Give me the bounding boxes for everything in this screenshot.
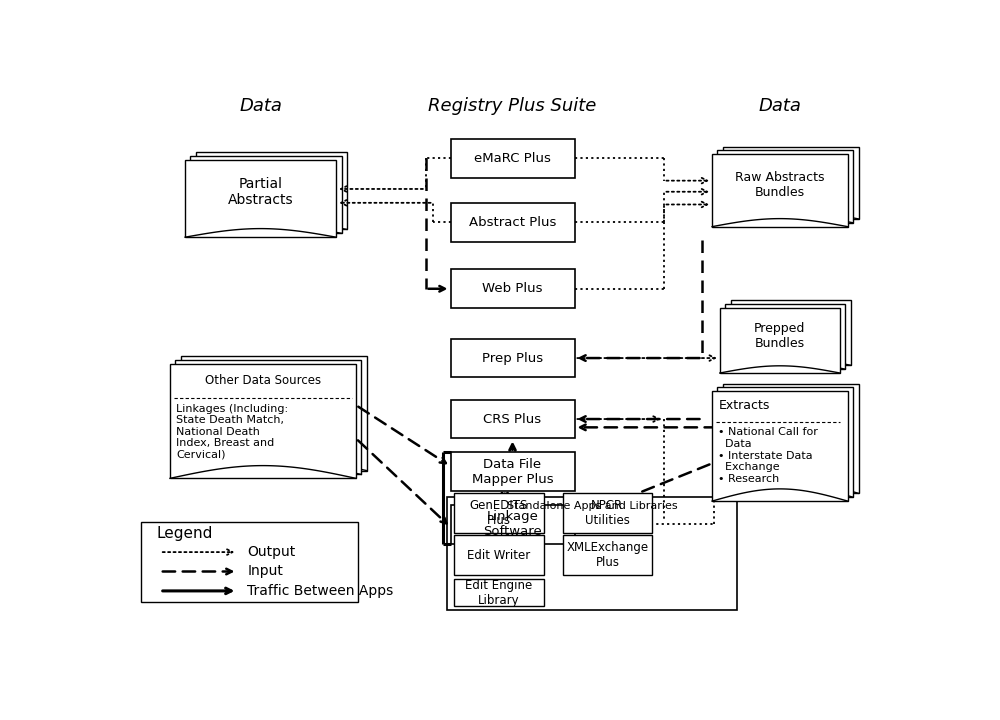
Bar (731, 300, 851, 365)
Bar (190, 156, 342, 233)
Bar (454, 580, 544, 606)
Bar (447, 497, 737, 611)
Bar (717, 387, 853, 498)
Bar (450, 452, 574, 491)
Text: Prepped
Bundles: Prepped Bundles (754, 322, 806, 350)
Bar (720, 308, 840, 373)
Text: Output: Output (247, 545, 296, 559)
Text: eMaRC Plus: eMaRC Plus (474, 152, 551, 165)
Text: Edit Engine
Library: Edit Engine Library (465, 579, 533, 606)
Bar (170, 364, 356, 478)
Bar (450, 139, 574, 178)
Text: Data File
Mapper Plus: Data File Mapper Plus (472, 458, 553, 486)
Text: Data: Data (758, 96, 801, 114)
Text: Edit Writer: Edit Writer (467, 549, 531, 562)
Bar (450, 505, 574, 544)
Text: • National Call for
  Data
• Interstate Data
  Exchange
• Research: • National Call for Data • Interstate Da… (718, 428, 818, 484)
Bar (196, 152, 347, 230)
Bar (450, 203, 574, 242)
Text: Data: Data (239, 96, 282, 114)
Text: Input: Input (247, 564, 283, 578)
Text: GenEDITS
Plus: GenEDITS Plus (470, 499, 528, 527)
Bar (725, 305, 845, 369)
Bar (712, 154, 848, 227)
Text: Raw Abstracts
Bundles: Raw Abstracts Bundles (735, 171, 825, 199)
Bar (450, 269, 574, 308)
Text: Extracts: Extracts (718, 399, 770, 412)
Bar (450, 400, 574, 438)
Bar (712, 391, 848, 501)
Text: Registry Plus Suite: Registry Plus Suite (428, 96, 597, 114)
Text: Prep Plus: Prep Plus (482, 351, 543, 364)
Bar (563, 492, 652, 533)
Text: Legend: Legend (156, 526, 212, 541)
Bar (454, 492, 544, 533)
Text: Linkages (Including:
State Death Match,
National Death
Index, Breast and
Cervica: Linkages (Including: State Death Match, … (176, 403, 288, 460)
Bar (454, 536, 544, 575)
Bar (717, 150, 853, 222)
Bar (181, 356, 367, 471)
Text: Web Plus: Web Plus (482, 282, 543, 295)
Text: Other Data Sources: Other Data Sources (205, 374, 321, 387)
Bar (723, 384, 859, 493)
Bar (563, 536, 652, 575)
Bar (185, 160, 336, 237)
Text: XMLExchange
Plus: XMLExchange Plus (566, 541, 648, 570)
Text: Linkage
Software: Linkage Software (483, 510, 542, 539)
Text: CRS Plus: CRS Plus (483, 413, 542, 426)
Bar (140, 521, 358, 602)
Text: Standalone Apps and Libraries: Standalone Apps and Libraries (507, 500, 677, 510)
Bar (723, 147, 859, 219)
Bar (175, 360, 361, 474)
Text: Traffic Between Apps: Traffic Between Apps (247, 584, 394, 598)
Bar (450, 338, 574, 377)
Text: Abstract Plus: Abstract Plus (469, 216, 556, 229)
Text: Partial
Abstracts: Partial Abstracts (228, 176, 293, 207)
Text: NPCR
Utilities: NPCR Utilities (585, 499, 630, 527)
